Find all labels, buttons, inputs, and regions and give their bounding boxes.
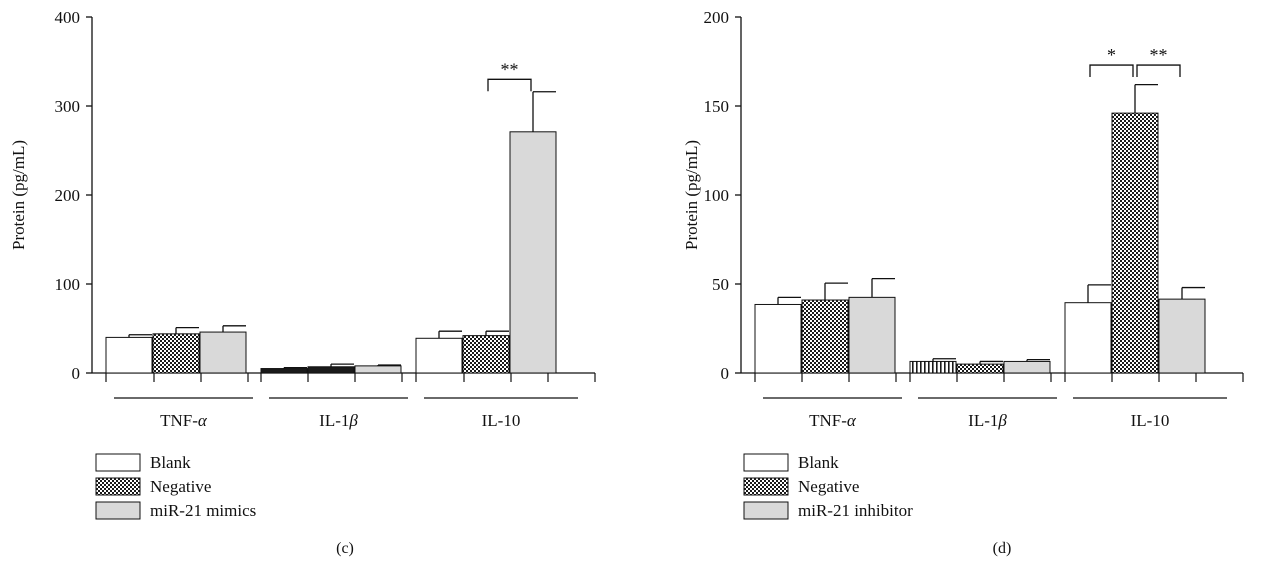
category-label: TNF-α (160, 411, 208, 430)
bar-mir-21-inhibitor-2 (1158, 298, 1206, 374)
bar-negative-2 (462, 335, 510, 374)
category-label: IL-10 (1131, 411, 1170, 430)
bar-mir-21-mimics-0 (199, 331, 247, 374)
category-label: IL-10 (482, 411, 521, 430)
category-label: IL-1β (968, 411, 1007, 430)
bar-blank-2 (1064, 302, 1112, 374)
bar-series (105, 91, 557, 374)
bar-blank-2 (415, 337, 463, 374)
legend-label: Negative (798, 477, 859, 496)
legend-swatch (95, 501, 141, 520)
y-axis-label: Protein (pg/mL) (9, 140, 28, 250)
legend-label: miR-21 inhibitor (798, 501, 913, 520)
y-axis-label: Protein (pg/mL) (682, 140, 701, 250)
legend-swatch (743, 453, 789, 472)
legend-swatch (95, 453, 141, 472)
significance-label: ** (1150, 45, 1168, 65)
significance-label: ** (501, 59, 519, 79)
category-label: IL-1β (319, 411, 358, 430)
legend: Blank Negative miR-21 mimics (95, 453, 256, 520)
y-tick-label: 200 (55, 186, 81, 205)
bar-mir-21-mimics-2 (509, 131, 557, 374)
panel-label: (d) (993, 540, 1012, 557)
legend-swatch (95, 477, 141, 496)
significance-bracket (487, 78, 532, 92)
y-tick-label: 0 (72, 364, 81, 383)
bar-mir-21-mimics-1 (354, 365, 402, 374)
legend: Blank Negative miR-21 inhibitor (743, 453, 913, 520)
legend-label: Blank (798, 453, 839, 472)
y-tick-label: 400 (55, 8, 81, 27)
y-tick-label: 200 (704, 8, 730, 27)
bar-mir-21-inhibitor-1 (1003, 360, 1051, 374)
significance-markers: * ** (1089, 45, 1181, 78)
y-tick-label: 50 (712, 275, 729, 294)
legend-swatch (743, 477, 789, 496)
significance-label: * (1107, 45, 1116, 65)
bar-negative-1 (956, 363, 1004, 374)
bar-mir-21-inhibitor-0 (848, 296, 896, 374)
bar-blank-0 (105, 336, 153, 374)
bar-negative-0 (801, 299, 849, 374)
legend-swatch (743, 501, 789, 520)
bar-blank-0 (754, 303, 802, 374)
y-axis-ticks: 0 100 200 300 400 (55, 8, 596, 383)
legend-label: Blank (150, 453, 191, 472)
significance-markers: ** (487, 59, 532, 92)
bar-series (754, 83, 1206, 374)
significance-bracket (1136, 64, 1181, 78)
bar-negative-2 (1111, 112, 1159, 374)
bar-blank-1 (260, 368, 308, 374)
panel-label: (c) (336, 540, 354, 557)
y-tick-label: 150 (704, 97, 730, 116)
category-group-labels: TNF-α IL-1β IL-10 (763, 397, 1227, 430)
bar-negative-1 (307, 366, 355, 374)
y-tick-label: 100 (704, 186, 730, 205)
bar-blank-1 (909, 360, 957, 374)
significance-bracket (1089, 64, 1134, 78)
chart-panel-c: Protein (pg/mL) 0 100 200 300 400 ** TNF-α IL… (9, 8, 596, 557)
y-tick-label: 300 (55, 97, 81, 116)
category-label: TNF-α (809, 411, 857, 430)
legend-label: Negative (150, 477, 211, 496)
bar-negative-0 (152, 333, 200, 374)
y-tick-label: 0 (721, 364, 730, 383)
y-tick-label: 100 (55, 275, 81, 294)
category-group-labels: TNF-α IL-1β IL-10 (114, 397, 578, 430)
legend-label: miR-21 mimics (150, 501, 256, 520)
